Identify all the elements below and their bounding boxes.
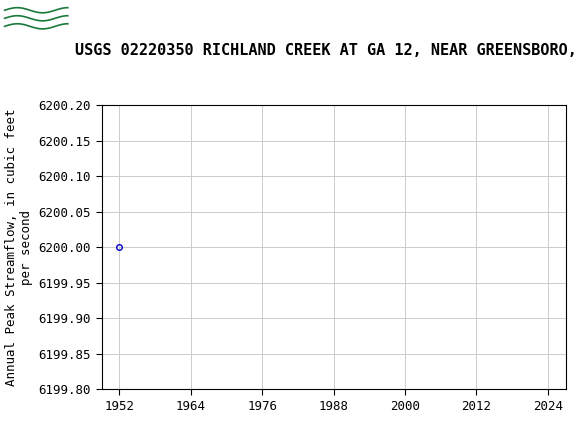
Text: USGS: USGS: [74, 8, 143, 28]
FancyBboxPatch shape: [3, 2, 70, 35]
Text: USGS 02220350 RICHLAND CREEK AT GA 12, NEAR GREENSBORO, GA: USGS 02220350 RICHLAND CREEK AT GA 12, N…: [75, 43, 580, 58]
Y-axis label: Annual Peak Streamflow, in cubic feet
per second: Annual Peak Streamflow, in cubic feet pe…: [5, 108, 33, 386]
